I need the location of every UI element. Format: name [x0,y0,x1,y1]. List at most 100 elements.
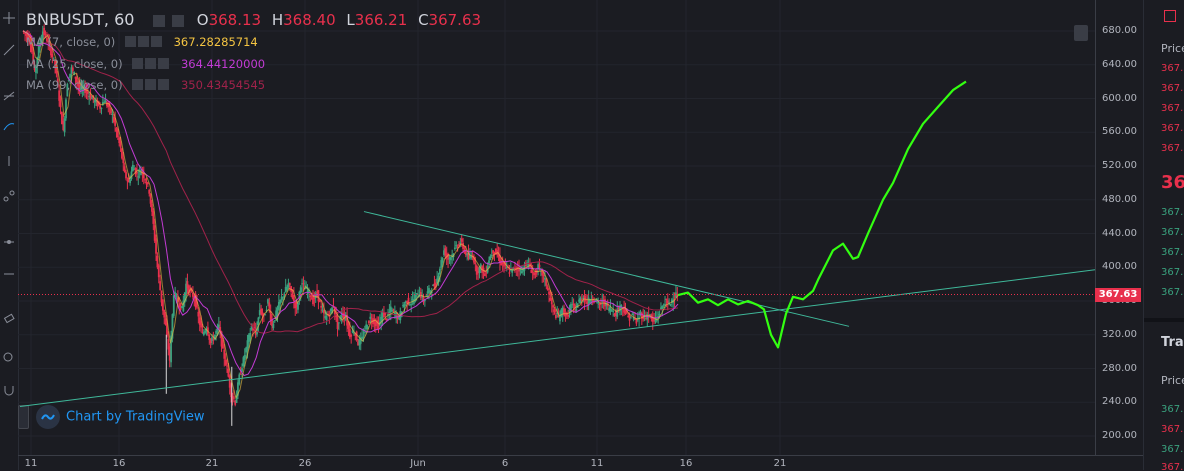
orderbook-price-header: Price [1161,42,1184,55]
candle-body [559,316,561,322]
price-tick-label: 240.00 [1102,396,1137,408]
eye-icon[interactable] [124,35,136,47]
candle-body [613,313,616,316]
ask-price[interactable]: 367. [1161,143,1184,154]
candle-body [617,307,620,310]
close-icon[interactable] [158,78,170,90]
price-axis[interactable]: 680.00 640.00 600.00 560.00 520.00 480.00 440.… [1095,0,1144,455]
bid-price[interactable]: 367. [1161,227,1184,238]
text-icon[interactable] [3,155,15,167]
bid-price[interactable]: 367. [1161,247,1184,258]
trendline-icon[interactable] [3,44,15,56]
price-tick-label: 200.00 [1102,430,1137,441]
bid-price[interactable]: 367. [1161,207,1184,218]
bid-price[interactable]: 367. [1161,287,1184,298]
candle-body [623,306,625,313]
candle-body [231,396,234,398]
candle-body [198,317,201,325]
price-chart[interactable] [18,0,1095,455]
candle-body [571,304,574,306]
measure-icon[interactable] [3,268,15,280]
candle-body [119,141,122,148]
candle-body [359,337,362,344]
ask-price[interactable]: 367. [1161,123,1184,134]
brush-icon[interactable] [3,120,15,132]
eye-icon[interactable] [132,78,144,90]
watermark-text: Chart by TradingView [66,409,205,425]
grid-icon[interactable] [1164,10,1176,22]
candle-body [179,302,182,310]
candle-body [62,120,65,131]
candle-body [156,255,159,268]
projection-drawing [677,80,967,349]
candle-body [587,297,590,306]
candle-body [312,295,314,305]
ma7-line [22,30,679,400]
crosshair-icon[interactable] [3,12,15,24]
candle-body [106,102,108,107]
candle-body [178,303,181,308]
candle-body [575,308,578,313]
settings-icon[interactable] [145,78,157,90]
candle-body [286,286,288,291]
collapse-toolbar-button[interactable] [18,405,29,429]
candle-body [67,80,70,82]
pitchfork-icon[interactable] [3,90,15,102]
close-icon[interactable] [150,35,162,47]
candle-body [65,99,67,119]
candle-body [631,314,634,316]
magnet-icon[interactable] [3,384,15,396]
candle-body [413,298,415,304]
bid-price[interactable]: 367. [1161,267,1184,278]
candle-body [602,300,605,303]
candle-body [545,278,548,286]
candle-body [37,45,40,59]
tradingview-watermark[interactable]: Chart by TradingView [36,405,216,431]
prediction-icon[interactable] [3,236,15,248]
candle-body [388,311,391,315]
ask-price[interactable]: 367. [1161,103,1184,114]
candle-body [408,304,411,306]
candle-body [448,258,451,260]
ask-price[interactable]: 367. [1161,83,1184,94]
candle-body [438,268,441,275]
candle-body [301,283,303,285]
time-axis[interactable]: 11 16 21 26 Jun 6 11 16 21 [18,455,1143,471]
candle-body [122,158,125,164]
settings-icon[interactable] [145,57,157,69]
candle-body [426,291,429,294]
eraser-icon[interactable] [3,312,15,324]
eye-icon[interactable] [171,14,184,27]
candle-body [363,331,366,333]
close-icon[interactable] [158,57,170,69]
candle-body [455,245,458,247]
candle-body [52,57,55,59]
scroll-to-realtime-button[interactable] [1074,25,1088,41]
eye-icon[interactable] [132,57,144,69]
candle-body [429,290,432,292]
candle-body [224,359,227,365]
candle-body [594,299,597,302]
settings-icon[interactable] [137,35,149,47]
candle-body [640,312,643,319]
zoom-icon[interactable] [3,352,15,364]
candle-body [291,295,294,299]
candle-body [556,313,559,315]
time-tick-label: 6 [501,458,509,469]
trade-price: 367. [1161,444,1184,455]
settings-icon[interactable] [153,14,166,27]
candle-body [100,107,103,109]
candle-body [204,330,207,333]
candle-body [209,338,212,344]
candle-body [453,247,456,250]
candle-body [237,382,239,396]
pattern-icon[interactable] [3,190,15,202]
candle-body [393,312,396,316]
candle-body [475,265,478,275]
candle-body [89,94,92,100]
candle-body [578,299,580,302]
candle-body [93,100,96,103]
ask-price[interactable]: 367. [1161,63,1184,74]
high-value: 368.40 [283,11,336,29]
candle-body [271,319,273,327]
